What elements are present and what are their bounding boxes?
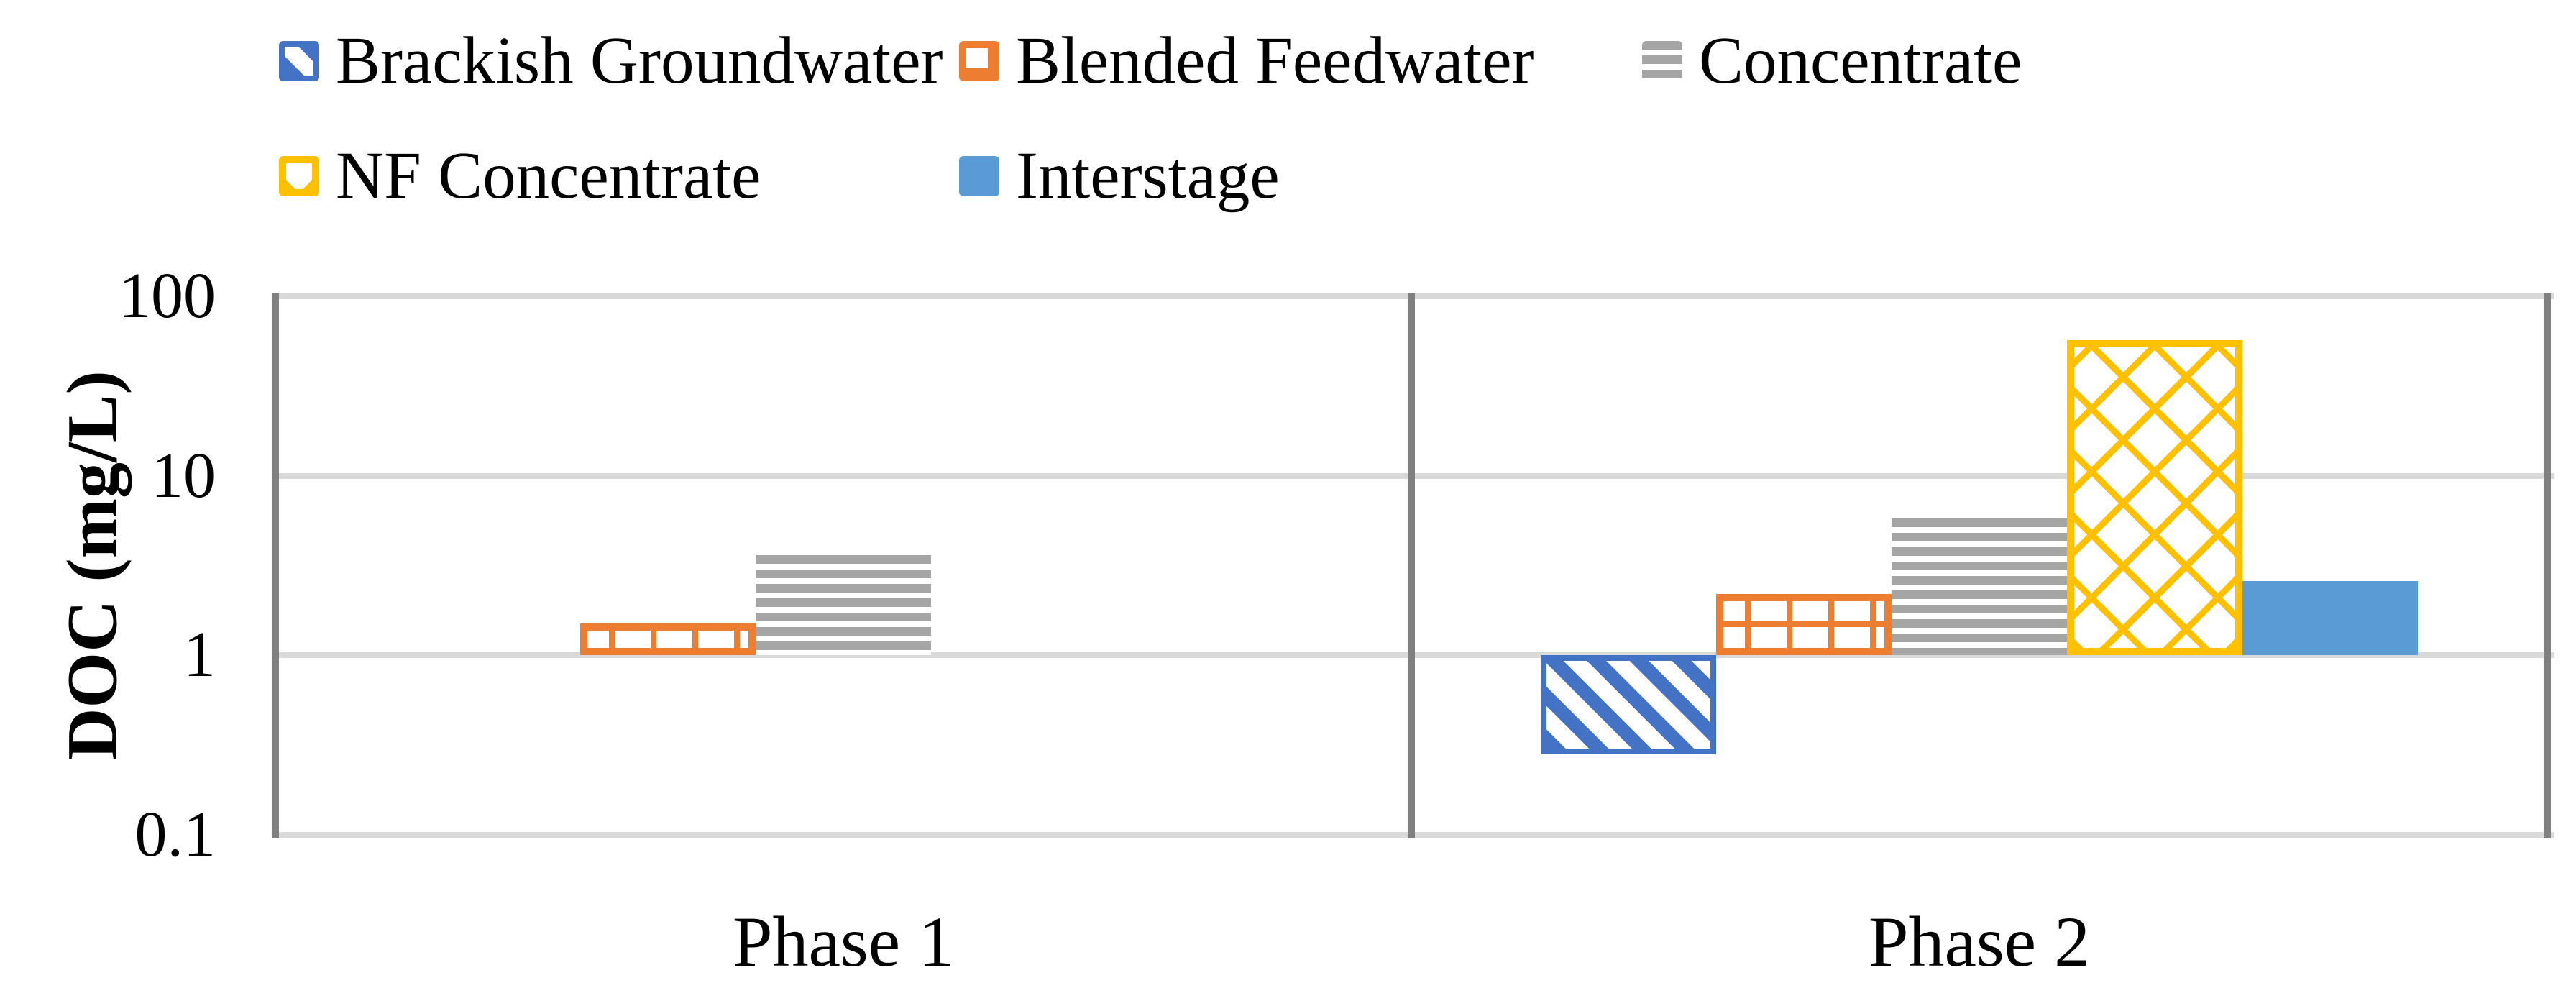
legend-item: Concentrate [1642,24,2022,98]
legend-item: Blended Feedwater [959,24,1534,98]
legend-label: Interstage [1016,139,1280,213]
legend-item: Interstage [959,139,1280,213]
category-divider-line [1408,293,1415,838]
legend-swatch-diagonal [279,41,319,81]
bar-grid [580,623,756,656]
y-axis-title: DOC (mg/L) [52,370,132,760]
bar-diagonal [1541,655,1716,755]
legend-swatch-hstripes [1642,41,1682,81]
y-axis-line [272,293,279,838]
bar-grid [1716,593,1892,656]
legend-label: Brackish Groundwater [336,24,943,98]
legend-swatch-crosshatch [279,156,319,196]
y-tick-label: 10 [151,439,216,511]
y-gridline [275,293,2554,299]
y-tick-label: 0.1 [134,799,216,870]
x-category-label: Phase 2 [1868,902,2091,982]
x-category-label: Phase 1 [732,902,955,982]
bar-solid [2242,580,2418,656]
y-tick-label: 1 [183,619,216,691]
legend-item: Brackish Groundwater [279,24,943,98]
y-tick-label: 100 [119,260,216,332]
bar-hstripes [1892,518,2067,656]
legend-item: NF Concentrate [279,139,761,213]
bar-hstripes [756,555,931,656]
y-gridline [275,832,2554,838]
legend-label: Concentrate [1699,24,2022,98]
legend-label: Blended Feedwater [1016,24,1534,98]
y-gridline [275,472,2554,479]
plot-right-border [2544,293,2551,838]
y-gridline [275,652,2554,659]
legend-swatch-solid [959,156,999,196]
legend-label: NF Concentrate [336,139,761,213]
legend-swatch-grid [959,41,999,81]
bar-crosshatch [2067,339,2242,656]
